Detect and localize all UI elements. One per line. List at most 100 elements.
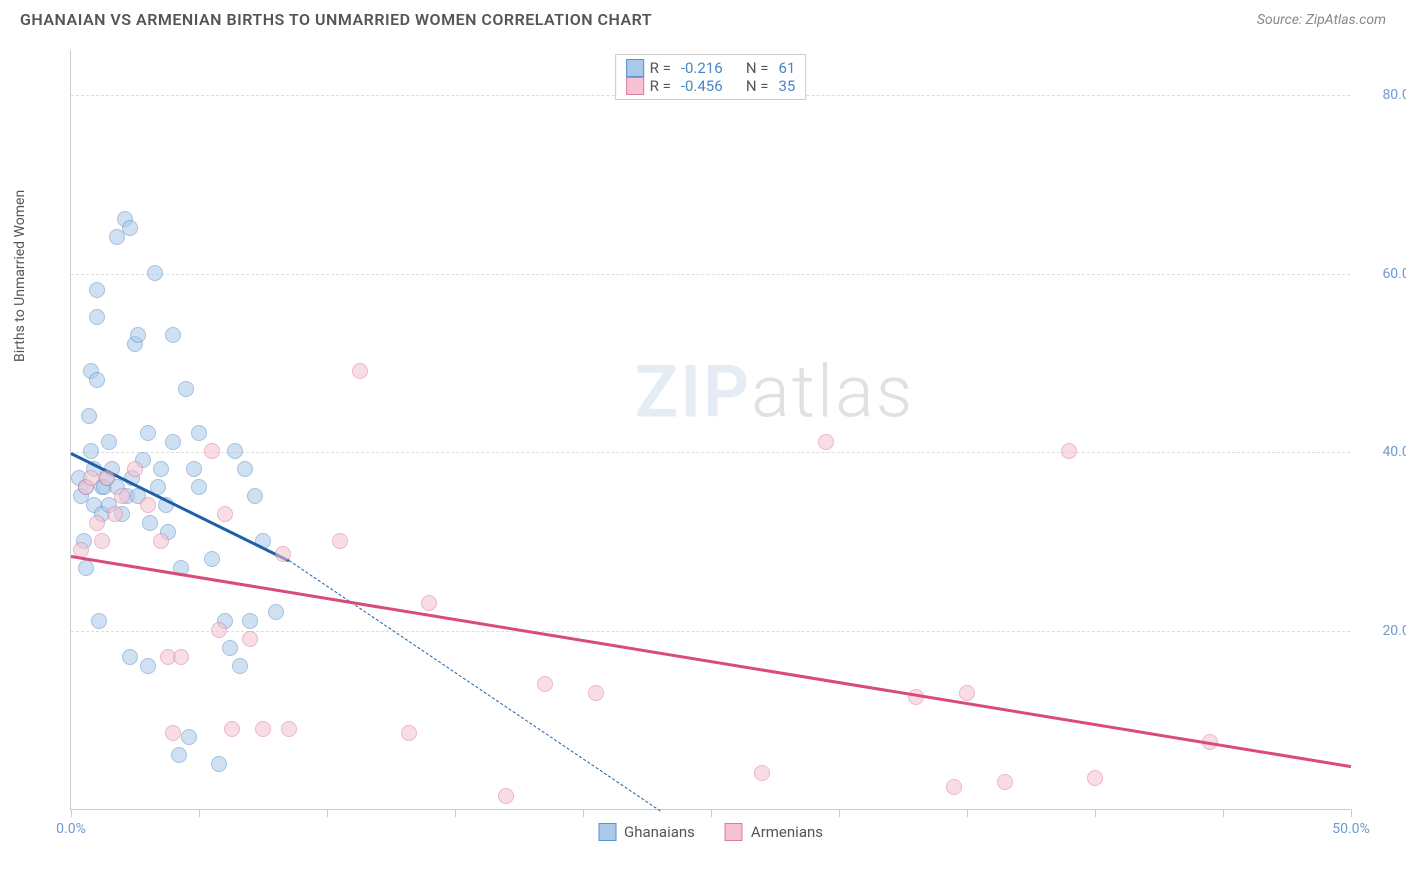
stats-legend: R = -0.216 N = 61 R = -0.456 N = 35: [615, 54, 807, 100]
data-point: [140, 658, 156, 674]
data-point: [173, 649, 189, 665]
data-point: [421, 595, 437, 611]
data-point: [142, 515, 158, 531]
x-tick: [1095, 809, 1096, 817]
data-point: [401, 725, 417, 741]
swatch-armenians: [626, 77, 644, 95]
data-point: [1061, 443, 1077, 459]
plot-area: ZIPatlas R = -0.216 N = 61 R = -0.456 N …: [70, 50, 1350, 810]
data-point: [165, 725, 181, 741]
data-point: [101, 434, 117, 450]
y-axis-label: Births to Unmarried Women: [12, 190, 28, 362]
data-point: [83, 443, 99, 459]
data-point: [153, 533, 169, 549]
data-point: [91, 613, 107, 629]
data-point: [237, 461, 253, 477]
chart-container: Births to Unmarried Women ZIPatlas R = -…: [50, 50, 1370, 830]
data-point: [242, 613, 258, 629]
y-tick-label: 60.0%: [1360, 266, 1406, 282]
source-attribution: Source: ZipAtlas.com: [1257, 12, 1386, 28]
x-tick: [583, 809, 584, 817]
data-point: [1087, 770, 1103, 786]
legend-item-armenians: Armenians: [725, 823, 823, 841]
data-point: [89, 515, 105, 531]
y-tick-label: 80.0%: [1360, 87, 1406, 103]
data-point: [140, 497, 156, 513]
series-legend: Ghanaians Armenians: [598, 823, 823, 841]
data-point: [81, 408, 97, 424]
swatch-ghanaians-bottom: [598, 823, 616, 841]
x-tick: [967, 809, 968, 817]
gridline: [71, 274, 1350, 275]
n-value-ghanaians: 61: [778, 59, 795, 77]
data-point: [332, 533, 348, 549]
data-point: [275, 546, 291, 562]
chart-title: GHANAIAN VS ARMENIAN BIRTHS TO UNMARRIED…: [20, 10, 652, 29]
swatch-armenians-bottom: [725, 823, 743, 841]
r-value-armenians: -0.456: [681, 77, 723, 95]
trend-line-extrapolated: [288, 560, 660, 811]
data-point: [127, 461, 143, 477]
data-point: [588, 685, 604, 701]
data-point: [818, 434, 834, 450]
data-point: [191, 425, 207, 441]
data-point: [99, 470, 115, 486]
x-tick-label: 0.0%: [56, 821, 86, 837]
data-point: [122, 220, 138, 236]
data-point: [281, 721, 297, 737]
data-point: [537, 676, 553, 692]
data-point: [89, 372, 105, 388]
y-tick-label: 40.0%: [1360, 444, 1406, 460]
r-value-ghanaians: -0.216: [681, 59, 723, 77]
data-point: [147, 265, 163, 281]
data-point: [130, 327, 146, 343]
data-point: [94, 533, 110, 549]
data-point: [211, 622, 227, 638]
data-point: [217, 506, 233, 522]
data-point: [83, 470, 99, 486]
data-point: [255, 721, 271, 737]
data-point: [352, 363, 368, 379]
data-point: [224, 721, 240, 737]
stats-row-ghanaians: R = -0.216 N = 61: [626, 59, 796, 77]
data-point: [268, 604, 284, 620]
data-point: [754, 765, 770, 781]
x-tick: [71, 809, 72, 817]
x-tick: [839, 809, 840, 817]
data-point: [204, 551, 220, 567]
data-point: [122, 649, 138, 665]
gridline: [71, 631, 1350, 632]
x-tick: [327, 809, 328, 817]
data-point: [171, 747, 187, 763]
stats-row-armenians: R = -0.456 N = 35: [626, 77, 796, 95]
data-point: [78, 560, 94, 576]
data-point: [242, 631, 258, 647]
data-point: [222, 640, 238, 656]
data-point: [191, 479, 207, 495]
legend-item-ghanaians: Ghanaians: [598, 823, 695, 841]
data-point: [153, 461, 169, 477]
gridline: [71, 452, 1350, 453]
x-tick: [199, 809, 200, 817]
data-point: [89, 309, 105, 325]
x-tick-label: 50.0%: [1332, 821, 1370, 837]
data-point: [178, 381, 194, 397]
data-point: [107, 506, 123, 522]
data-point: [959, 685, 975, 701]
y-tick-label: 20.0%: [1360, 623, 1406, 639]
n-value-armenians: 35: [778, 77, 795, 95]
data-point: [232, 658, 248, 674]
data-point: [165, 327, 181, 343]
data-point: [204, 443, 220, 459]
data-point: [498, 788, 514, 804]
data-point: [227, 443, 243, 459]
data-point: [89, 282, 105, 298]
data-point: [247, 488, 263, 504]
data-point: [114, 488, 130, 504]
x-tick: [1223, 809, 1224, 817]
data-point: [997, 774, 1013, 790]
data-point: [165, 434, 181, 450]
swatch-ghanaians: [626, 59, 644, 77]
data-point: [140, 425, 156, 441]
data-point: [946, 779, 962, 795]
